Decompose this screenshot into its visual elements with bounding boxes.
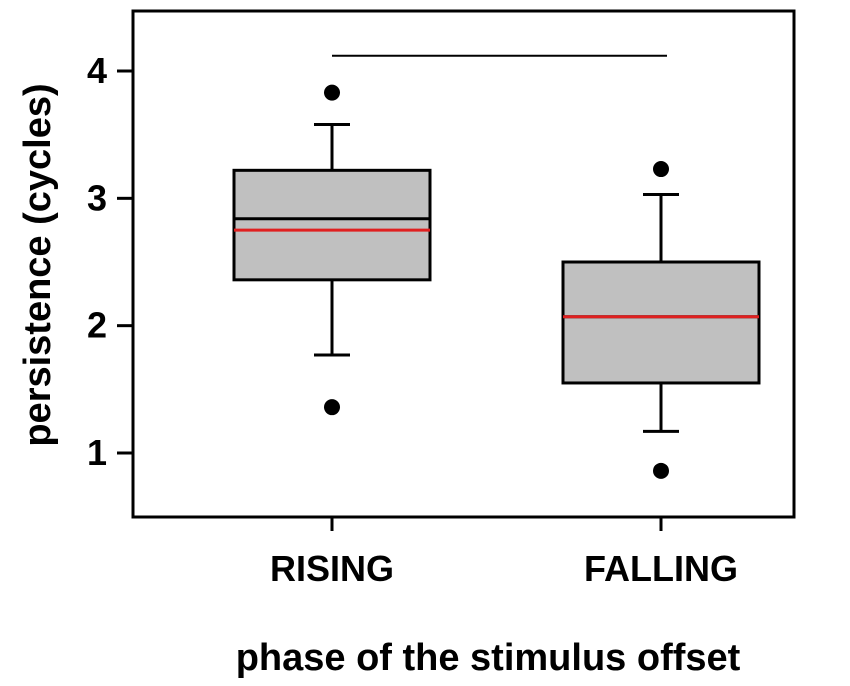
plot-frame [131, 9, 796, 519]
box-rising [232, 84, 432, 416]
y-tick-label: 1 [87, 432, 107, 473]
y-axis-title: persistence (cycles) [17, 83, 59, 446]
y-tick-label: 2 [87, 305, 107, 346]
boxes [232, 84, 761, 479]
outlier-point [324, 84, 340, 101]
outlier-point [324, 399, 340, 416]
box-falling [561, 161, 761, 479]
x-axis: RISING FALLING [270, 517, 738, 589]
outlier-point [653, 161, 669, 178]
x-axis-title: phase of the stimulus offset [236, 637, 741, 679]
y-axis: 1 2 3 4 [87, 50, 133, 473]
outlier-point [653, 462, 669, 479]
x-category-label: FALLING [584, 548, 738, 589]
x-category-label: RISING [270, 548, 394, 589]
iqr-box [561, 260, 761, 385]
iqr-box [232, 168, 432, 282]
y-tick-label: 4 [87, 50, 107, 91]
y-tick-label: 3 [87, 177, 107, 218]
